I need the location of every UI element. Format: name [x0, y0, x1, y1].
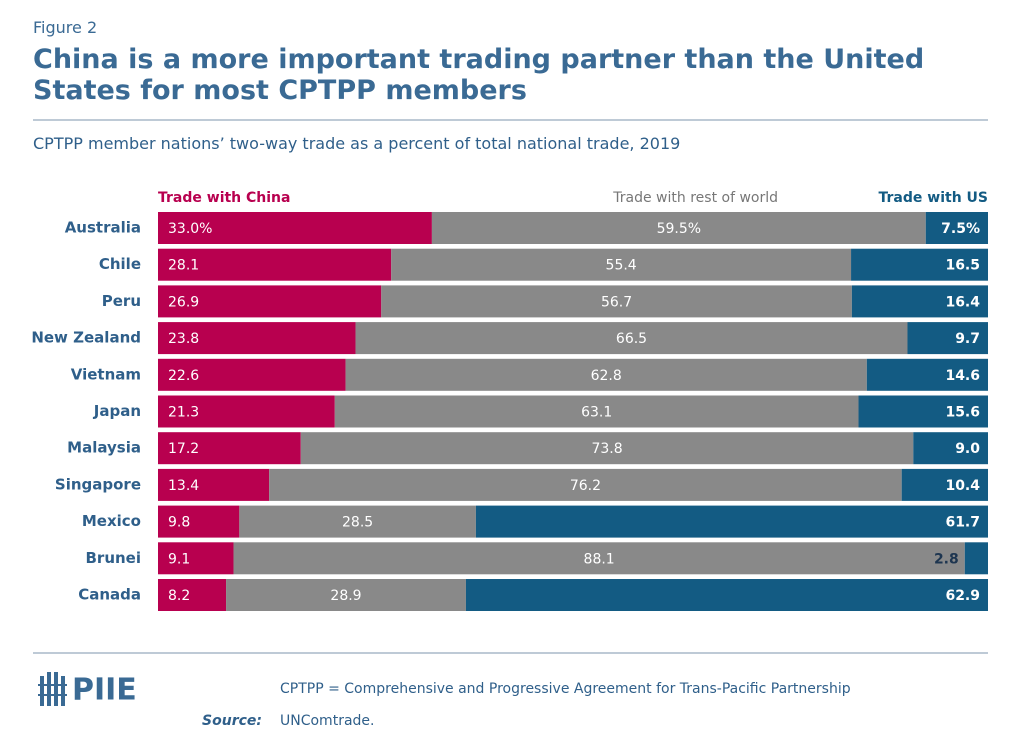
chart-subtitle: CPTPP member nations’ two-way trade as a…	[33, 134, 681, 153]
bar-segment	[158, 505, 240, 538]
value-label: 17.2	[168, 441, 199, 457]
bar-segment	[858, 395, 988, 428]
value-label: 8.2	[168, 588, 190, 604]
value-label: 2.8	[934, 551, 959, 567]
bar-segment	[158, 285, 382, 318]
category-label: Vietnam	[71, 365, 141, 383]
bar-segment	[158, 212, 432, 244]
value-label: 33.0%	[168, 221, 212, 237]
category-label: Australia	[65, 219, 141, 237]
value-label: 9.0	[955, 441, 980, 457]
bar-segment	[851, 285, 988, 318]
category-label: Canada	[78, 586, 141, 604]
bar-segment	[226, 579, 466, 611]
category-label: Japan	[93, 402, 141, 420]
bar-segment	[381, 285, 852, 318]
bar-segment	[851, 248, 988, 281]
bar-segment	[431, 212, 926, 244]
bar-segment	[334, 395, 859, 428]
bar-segment	[345, 358, 867, 391]
chart-title: China is a more important trading partne…	[33, 44, 925, 106]
source: UNComtrade.	[280, 713, 374, 729]
figure-label: Figure 2	[33, 18, 98, 37]
value-label: 62.8	[591, 368, 622, 384]
value-label: 26.9	[168, 294, 199, 310]
value-label: 28.9	[330, 588, 361, 604]
value-label: 9.7	[955, 331, 980, 347]
value-label: 23.8	[168, 331, 199, 347]
value-label: 16.4	[945, 294, 980, 310]
category-label: Malaysia	[67, 439, 141, 457]
value-label: 62.9	[945, 588, 980, 604]
bar-segment	[355, 322, 908, 355]
value-label: 13.4	[168, 478, 199, 494]
value-label: 61.7	[945, 515, 980, 531]
bar-segment	[158, 468, 270, 501]
source-label: Source:	[202, 713, 262, 729]
value-label: 73.8	[591, 441, 622, 457]
value-label: 21.3	[168, 405, 199, 421]
bar-segment	[158, 432, 301, 465]
legend-label: Trade with US	[879, 190, 988, 206]
bar-segment	[158, 395, 335, 428]
bar-segment	[964, 542, 988, 575]
category-label: New Zealand	[31, 329, 141, 347]
bar-segment	[913, 432, 988, 465]
value-label: 63.1	[581, 405, 612, 421]
value-label: 7.5%	[941, 221, 980, 237]
bar-segment	[475, 505, 988, 538]
logo-text: PIIE	[72, 673, 137, 708]
value-label: 28.5	[342, 515, 373, 531]
bar-segment	[233, 542, 965, 575]
legend-label: Trade with China	[158, 190, 290, 206]
bar-segment	[391, 248, 852, 281]
value-label: 59.5%	[657, 221, 701, 237]
value-label: 56.7	[601, 294, 632, 310]
bar-segment	[158, 322, 356, 355]
legend-label: Trade with rest of world	[612, 190, 778, 206]
bar-segment	[866, 358, 988, 391]
category-label: Chile	[99, 255, 141, 273]
bar-segment	[158, 248, 392, 281]
bar-segment	[158, 358, 346, 391]
note: CPTPP = Comprehensive and Progressive Ag…	[280, 681, 851, 697]
value-label: 88.1	[584, 551, 615, 567]
value-label: 76.2	[570, 478, 601, 494]
bar-segment	[269, 468, 902, 501]
value-label: 55.4	[606, 258, 637, 274]
logo-icon	[38, 672, 67, 706]
category-label: Brunei	[85, 549, 141, 567]
bar-segment	[465, 579, 988, 611]
category-label: Mexico	[82, 512, 141, 530]
bar-segment	[239, 505, 476, 538]
bar-segment	[925, 212, 988, 244]
value-label: 10.4	[945, 478, 980, 494]
bar-segment	[901, 468, 988, 501]
bar-segment	[158, 542, 234, 575]
category-label: Peru	[102, 292, 141, 310]
value-label: 9.8	[168, 515, 190, 531]
category-label: Singapore	[55, 475, 141, 493]
bar-segment	[300, 432, 914, 465]
value-label: 22.6	[168, 368, 199, 384]
value-label: 15.6	[945, 405, 980, 421]
value-label: 14.6	[945, 368, 980, 384]
bar-segment	[158, 579, 227, 611]
value-label: 9.1	[168, 551, 190, 567]
bar-segment	[907, 322, 988, 355]
value-label: 28.1	[168, 258, 199, 274]
value-label: 66.5	[616, 331, 647, 347]
value-label: 16.5	[945, 258, 980, 274]
